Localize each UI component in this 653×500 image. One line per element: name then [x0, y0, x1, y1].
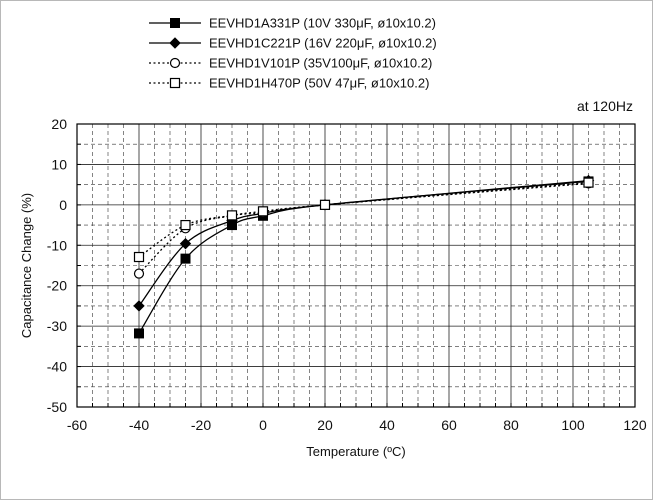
legend-item: EEVHD1H470P (50V 47μF, ø10x10.2): [149, 76, 429, 91]
legend-item: EEVHD1V101P (35V100μF, ø10x10.2): [149, 56, 432, 71]
legend-label: EEVHD1H470P (50V 47μF, ø10x10.2): [209, 76, 429, 91]
y-axis-label: Capacitance Change (%): [19, 193, 34, 338]
x-axis-label: Temperature (ºC): [306, 444, 405, 459]
axis-ticks: [76, 123, 636, 408]
x-tick-label: 80: [503, 417, 519, 433]
data-point: [257, 206, 269, 217]
data-point: [583, 177, 594, 188]
series-4: [133, 177, 594, 263]
legend-marker: [169, 37, 181, 49]
x-tick-label: -20: [191, 417, 211, 433]
x-tick-label: 60: [441, 417, 457, 433]
legend-marker: [169, 77, 181, 89]
data-point: [180, 219, 191, 231]
legend-label: EEVHD1C221P (16V 220μF, ø10x10.2): [209, 36, 437, 51]
data-point: [180, 253, 191, 264]
data-point: [133, 251, 145, 263]
series-line: [138, 179, 589, 307]
legend-label: EEVHD1V101P (35V100μF, ø10x10.2): [209, 56, 432, 71]
data-point: [319, 199, 331, 210]
legend-item: EEVHD1C221P (16V 220μF, ø10x10.2): [149, 36, 437, 51]
series-line: [138, 182, 589, 275]
series-line: [138, 180, 589, 334]
y-tick-label: 20: [51, 116, 67, 132]
y-tick-label: -50: [47, 399, 67, 415]
y-tick-label: -30: [47, 318, 67, 334]
y-tick-label: 0: [59, 197, 67, 213]
plot-grid: [76, 123, 636, 408]
legend-label: EEVHD1A331P (10V 330μF, ø10x10.2): [209, 16, 436, 31]
x-tick-label: 40: [379, 417, 395, 433]
x-tick-label: 0: [259, 417, 267, 433]
series-line: [138, 181, 589, 258]
x-tick-label: 100: [561, 417, 585, 433]
data-point: [226, 210, 238, 221]
series-3: [133, 178, 594, 279]
x-tick-label: 20: [317, 417, 333, 433]
legend-marker: [169, 57, 181, 69]
y-tick-label: 10: [51, 156, 67, 172]
data-point: [133, 300, 145, 312]
data-point: [133, 268, 145, 279]
y-tick-label: -20: [47, 278, 67, 294]
x-tick-label: -60: [67, 417, 87, 433]
y-tick-label: -40: [47, 359, 67, 375]
data-point: [134, 328, 144, 339]
x-tick-label: -40: [129, 417, 149, 433]
legend-item: EEVHD1A331P (10V 330μF, ø10x10.2): [149, 16, 436, 31]
data-point: [179, 237, 192, 250]
frequency-annotation: at 120Hz: [577, 98, 633, 114]
legend: EEVHD1A331P (10V 330μF, ø10x10.2) EEVHD1C…: [149, 16, 437, 91]
legend-marker: [170, 18, 180, 28]
x-tick-label: 120: [623, 417, 647, 433]
y-tick-label: -10: [47, 237, 67, 253]
